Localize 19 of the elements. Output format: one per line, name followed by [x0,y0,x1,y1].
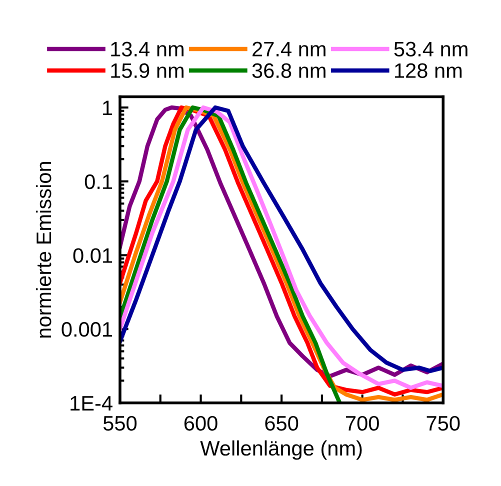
y-tick-label: 1 [103,100,112,116]
legend-label: 36.8 nm [252,63,326,78]
legend-label: 128 nm [395,63,462,78]
x-tick-label: 700 [346,416,379,431]
x-tick-label: 750 [426,416,460,431]
legend-label: 15.9 nm [111,63,184,78]
x-tick-label: 650 [265,416,298,431]
legend-label: 53.4 nm [394,42,468,57]
y-tick-label: 0.01 [73,248,112,263]
y-axis-title: normierte Emission [36,162,52,338]
legend-label: 27.4 nm [252,42,326,56]
y-tick-label: 1E-4 [70,396,112,410]
y-tick-label: 0.1 [84,174,112,190]
x-tick-label: 550 [103,416,137,431]
y-tick-label: 0.001 [62,322,112,337]
x-tick-label: 600 [184,416,218,431]
x-axis-title: Wellenlänge (nm) [200,440,362,460]
legend-label: 13.4 nm [111,42,184,57]
line-series [120,105,342,403]
